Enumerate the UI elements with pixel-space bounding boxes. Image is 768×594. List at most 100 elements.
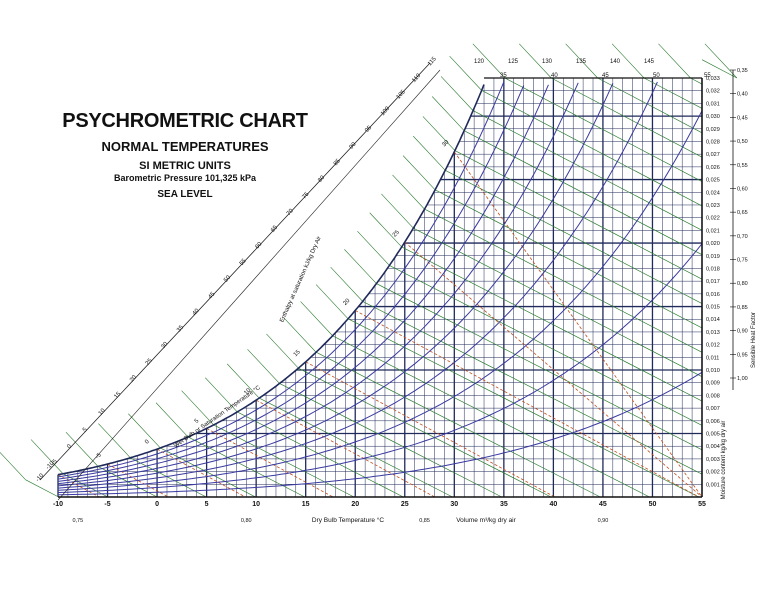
enthalpy-scale-tick — [205, 377, 238, 413]
wetbulb-tick-label: 15 — [293, 349, 302, 358]
enthalpy-tick-label: 15 — [113, 391, 122, 400]
y-tick-label: 0,015 — [706, 305, 720, 311]
enthalpy-scale-tick — [658, 43, 691, 79]
enthalpy-tick-label: 20 — [129, 374, 138, 383]
enthalpy-line — [259, 397, 453, 498]
enthalpy-line — [389, 265, 703, 426]
wetbulb-top-label: 45 — [602, 73, 609, 79]
y-tick-label: 0,016 — [706, 292, 720, 298]
enthalpy-tick-label: 30 — [160, 341, 169, 350]
enthalpy-scale-tick — [449, 55, 482, 91]
enthalpy-scale-tick — [330, 266, 363, 302]
volume-tick-label: 0,85 — [419, 518, 430, 524]
enthalpy-line — [237, 411, 404, 498]
rh-curve — [57, 243, 703, 493]
wetbulb-tick-label: 10 — [243, 387, 252, 396]
y-tick-label: 0,027 — [706, 152, 720, 158]
enthalpy-scale-tick — [155, 402, 189, 438]
enthalpy-scale-tick — [369, 212, 402, 248]
enthalpy-scale-tick — [30, 439, 64, 474]
enthalpy-scale-tick — [300, 301, 333, 336]
wetbulb-line — [156, 448, 246, 498]
chart-subtitle: NORMAL TEMPERATURES — [101, 139, 269, 154]
enthalpy-line — [472, 110, 703, 231]
y-tick-label: 0,033 — [706, 76, 720, 82]
enthalpy-line — [376, 283, 703, 451]
wetbulb-tick-label: 20 — [342, 297, 351, 306]
wetbulb-tick-label: 5 — [194, 418, 201, 425]
wetbulb-scale-line — [57, 69, 441, 501]
enthalpy-scale-tick — [565, 43, 598, 79]
wetbulb-top-label: 40 — [551, 73, 558, 79]
enthalpy-tick-label: 80 — [317, 174, 326, 183]
enthalpy-line — [504, 77, 703, 182]
enthalpy-tick-label: 50 — [223, 274, 232, 283]
shf-tick-label: 0,50 — [737, 139, 748, 145]
enthalpy-tick-label: 75 — [302, 191, 311, 200]
y-axis-title: Moisture content kg/kg dry air — [721, 421, 727, 500]
rh-curve — [57, 82, 579, 485]
enthalpy-scale-tick — [315, 284, 349, 320]
x-tick-label: 20 — [351, 501, 359, 508]
enthalpy-line — [279, 383, 502, 498]
enthalpy-scale-tick — [392, 174, 425, 210]
wetbulb-line — [255, 399, 435, 498]
wetbulb-top-label: 55 — [704, 73, 711, 79]
enthalpy-axis-title: Enthalpy at saturation kJ/kg Dry Air — [279, 236, 322, 324]
enthalpy-scale-tick — [381, 193, 414, 229]
enthalpy-scale-tick — [0, 452, 26, 481]
enthalpy-tick-label: 110 — [411, 72, 422, 84]
enthalpy-tick-label: 100 — [380, 105, 392, 117]
enthalpy-top-label: 140 — [610, 59, 621, 65]
x-tick-label: -10 — [53, 501, 63, 508]
y-tick-label: 0,005 — [706, 432, 720, 438]
enthalpy-tick-label: 25 — [145, 357, 154, 366]
enthalpy-line — [298, 367, 552, 498]
enthalpy-top-label: 145 — [644, 59, 655, 65]
rh-curve — [57, 110, 703, 491]
y-tick-label: 0,004 — [706, 444, 720, 450]
enthalpy-top-label: 135 — [576, 59, 587, 65]
enthalpy-scale-tick — [704, 43, 738, 79]
y-tick-label: 0,014 — [706, 317, 720, 323]
enthalpy-line — [643, 77, 703, 109]
y-tick-label: 0,010 — [706, 368, 720, 374]
wetbulb-line — [305, 361, 556, 498]
shf-axis-title: Sensible Heat Factor — [751, 312, 757, 368]
enthalpy-line — [332, 335, 650, 498]
enthalpy-scale-line — [39, 62, 431, 481]
shf-tick-label: 0,60 — [737, 186, 748, 192]
enthalpy-line — [464, 130, 703, 256]
enthalpy-scale-tick — [283, 317, 317, 353]
y-tick-label: 0,001 — [706, 482, 720, 488]
y-tick-label: 0,028 — [706, 139, 720, 145]
wetbulb-line — [355, 310, 700, 498]
y-tick-label: 0,021 — [706, 228, 720, 234]
y-tick-label: 0,026 — [706, 165, 720, 171]
x-tick-label: 15 — [302, 501, 310, 508]
x-tick-label: 50 — [649, 501, 657, 508]
x-tick-label: 40 — [549, 501, 557, 508]
y-tick-label: 0,023 — [706, 203, 720, 209]
enthalpy-scale-tick — [413, 135, 446, 171]
rh-curve — [57, 371, 703, 496]
x-tick-label: 0 — [155, 501, 159, 508]
wetbulb-top-label: 50 — [653, 73, 660, 79]
x-tick-label: 10 — [252, 501, 260, 508]
shf-tick-label: 0,90 — [737, 329, 748, 335]
shf-tick-label: 0,85 — [737, 305, 748, 311]
y-tick-label: 0,020 — [706, 241, 720, 247]
enthalpy-line — [213, 424, 355, 498]
x-tick-label: 35 — [500, 501, 508, 508]
y-tick-label: 0,008 — [706, 393, 720, 399]
y-tick-label: 0,003 — [706, 457, 720, 463]
y-tick-label: 0,017 — [706, 279, 720, 285]
enthalpy-top-label: 125 — [508, 59, 519, 65]
enthalpy-scale-tick — [611, 43, 645, 79]
wetbulb-tick-label: -5 — [95, 452, 103, 460]
wetbulb-line — [453, 151, 703, 498]
wetbulb-tick-label: 30 — [441, 139, 450, 148]
enthalpy-scale-tick — [422, 116, 456, 151]
wetbulb-tick-label: 25 — [392, 229, 401, 238]
enthalpy-line — [481, 90, 703, 207]
